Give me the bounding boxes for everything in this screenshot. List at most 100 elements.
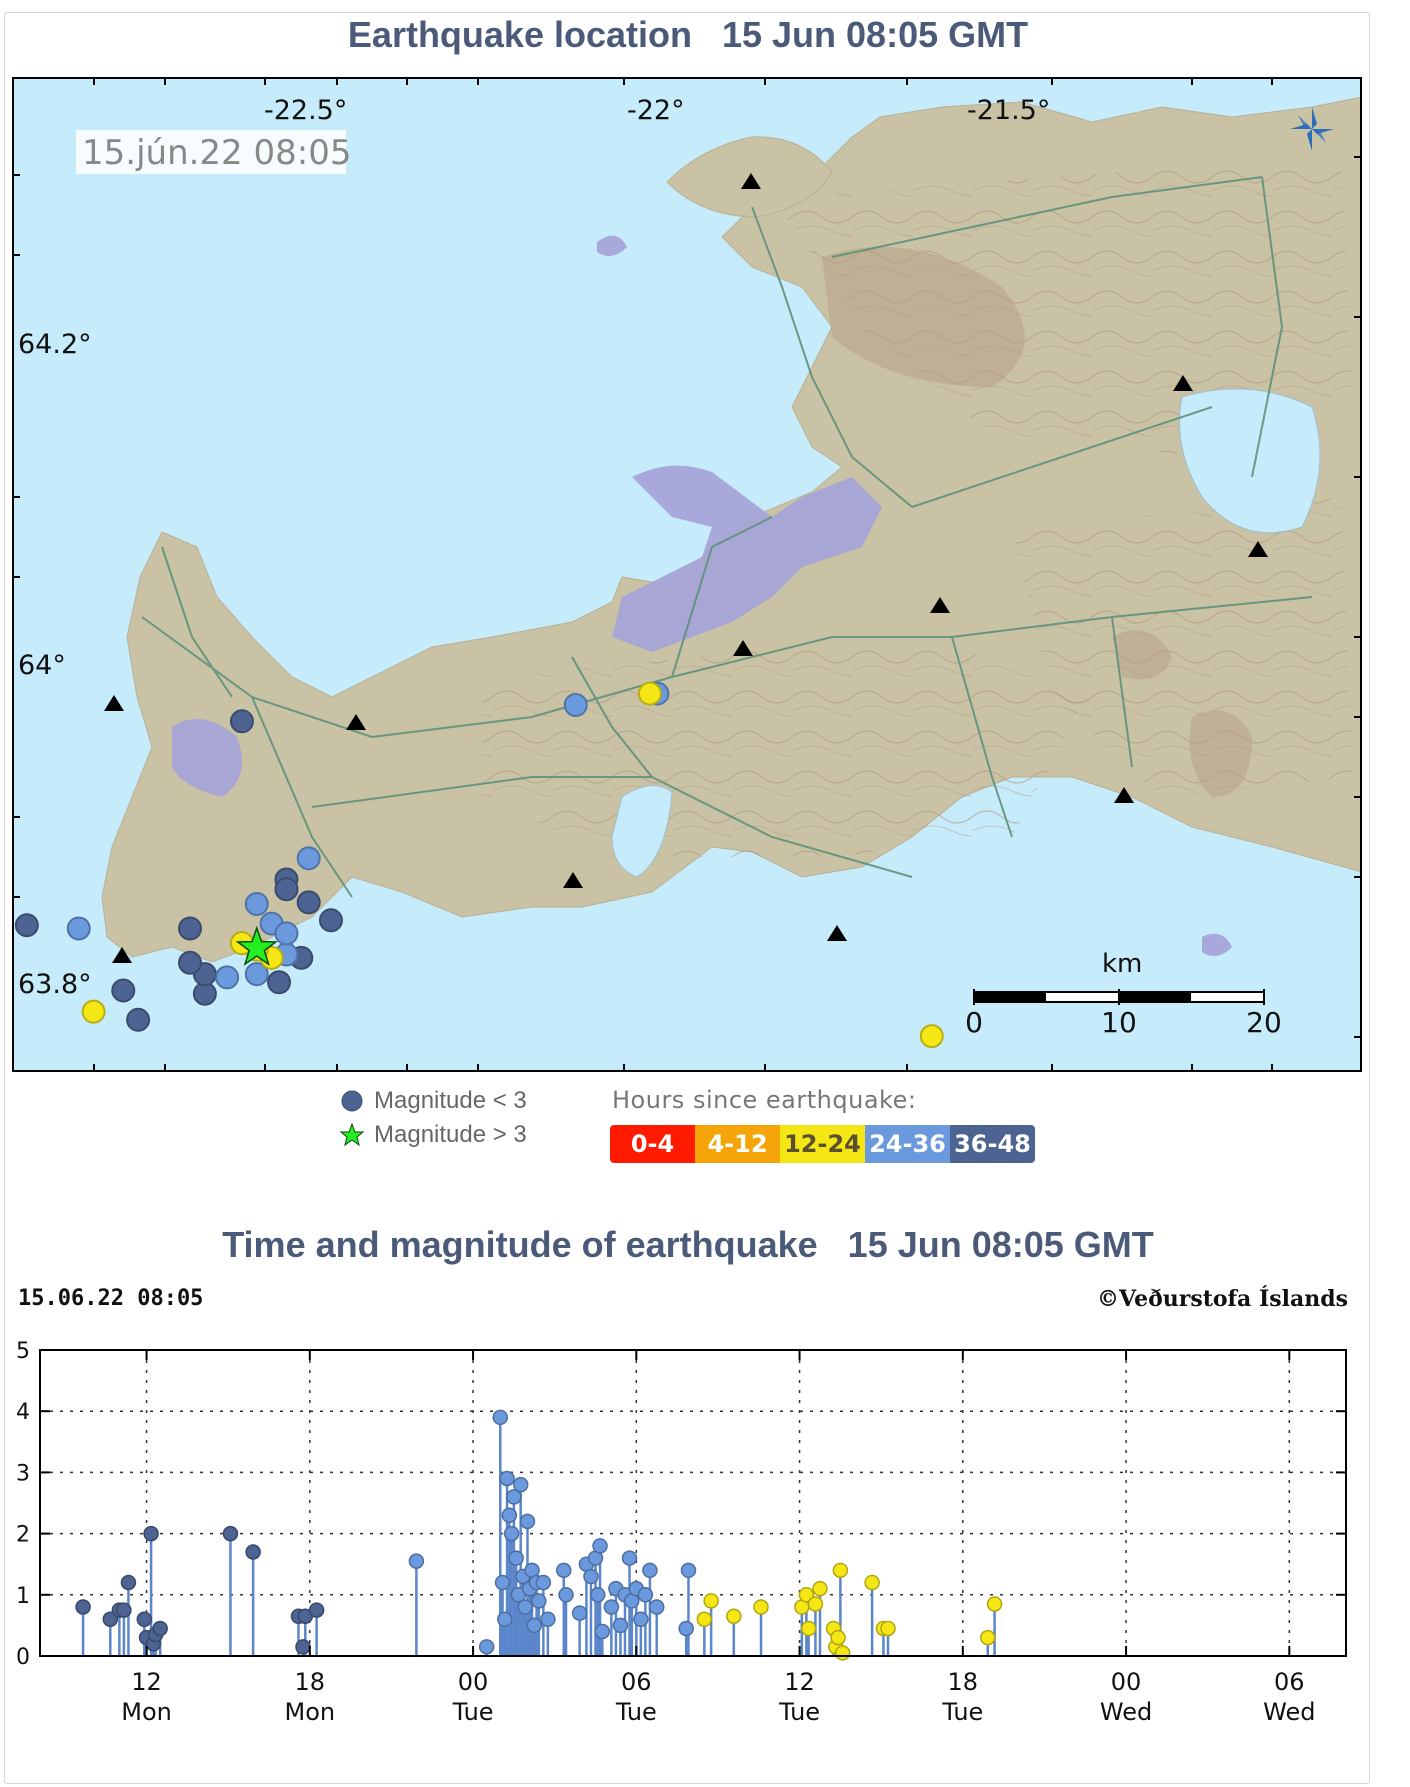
quake-point <box>834 1645 851 1661</box>
y-tick-label: 4 <box>16 1400 30 1425</box>
lon-label: -22° <box>627 95 685 126</box>
seismic-station-icon <box>563 872 583 888</box>
quake-point <box>494 1574 511 1591</box>
quake-point <box>143 1525 159 1542</box>
quake-marker <box>111 978 136 1003</box>
lon-label: -22.5° <box>264 95 347 126</box>
legend-mag-large-label: Magnitude > 3 <box>374 1121 527 1148</box>
seismic-station-icon <box>346 714 366 730</box>
quake-point <box>503 1525 520 1542</box>
quake-point <box>136 1611 153 1628</box>
seismic-station-icon <box>733 640 753 656</box>
quake-point <box>980 1629 996 1646</box>
seismic-station-icon <box>1114 787 1134 803</box>
quake-point <box>642 1562 658 1579</box>
quake-marker <box>178 916 203 941</box>
lakes <box>611 388 1321 878</box>
quake-marker <box>267 970 292 995</box>
quake-marker <box>296 846 321 871</box>
lat-label: 64° <box>18 650 66 681</box>
quake-point <box>592 1538 608 1554</box>
hours-bin-24-36: 24-36 <box>865 1125 950 1163</box>
seismic-station-icon <box>112 947 132 963</box>
hours-bin-12-24: 12-24 <box>780 1125 865 1163</box>
quake-point <box>726 1608 742 1624</box>
plot-frame <box>39 1349 1347 1657</box>
quake-point <box>308 1602 325 1618</box>
quake-point <box>506 1489 522 1505</box>
quake-marker <box>81 999 106 1024</box>
quake-point <box>558 1587 574 1603</box>
x-tick-day: Mon <box>121 1698 172 1726</box>
circle-marker-icon <box>341 1090 363 1112</box>
seismic-station-icon <box>741 173 761 189</box>
lat-label: 63.8° <box>18 969 92 1000</box>
x-tick-hour: 12 <box>131 1668 162 1696</box>
x-tick-hour: 18 <box>295 1668 326 1696</box>
hours-legend-title: Hours since earthquake: <box>612 1086 917 1114</box>
quake-point <box>535 1574 552 1591</box>
hours-bin-4-12: 4-12 <box>695 1125 780 1163</box>
quake-point <box>75 1599 91 1615</box>
quake-point <box>120 1574 137 1591</box>
quake-marker <box>229 709 254 734</box>
x-tick-hour: 12 <box>784 1668 815 1696</box>
quake-points <box>75 1409 1003 1661</box>
star-marker-icon <box>340 1123 364 1147</box>
quake-marker <box>66 916 91 941</box>
chart-grid <box>40 1350 1346 1656</box>
y-axis-ticks: 0 1 2 3 4 5 <box>16 1339 1346 1670</box>
y-tick-label: 5 <box>16 1339 30 1364</box>
seismic-station-icon <box>1173 375 1193 391</box>
seismic-station-icon <box>1248 541 1268 557</box>
quake-point <box>497 1611 513 1628</box>
seismic-stations <box>104 173 1268 963</box>
quake-point <box>512 1476 529 1493</box>
copyright-label: ©Veðurstofa Íslands <box>1097 1286 1348 1312</box>
earthquake-markers <box>14 681 944 1049</box>
quake-point <box>753 1599 769 1615</box>
quake-point <box>832 1562 849 1579</box>
quake-point <box>556 1562 572 1579</box>
quake-point <box>583 1568 599 1585</box>
quake-marker <box>919 1024 944 1049</box>
x-tick-hour: 06 <box>1274 1668 1305 1696</box>
quake-point <box>986 1596 1003 1612</box>
quake-point <box>637 1587 654 1603</box>
hours-bin-36-48: 36-48 <box>950 1125 1035 1163</box>
seismic-station-icon <box>104 695 124 711</box>
quake-marker <box>215 965 240 990</box>
quake-point <box>408 1553 425 1569</box>
quake-point <box>492 1409 509 1426</box>
timestamp-box <box>76 130 346 174</box>
quake-point <box>531 1593 547 1609</box>
y-tick-label: 1 <box>16 1584 30 1609</box>
x-tick-hour: 00 <box>1111 1668 1142 1696</box>
urban-areas <box>172 235 1232 956</box>
lat-label: 64.2° <box>18 329 92 360</box>
quake-point <box>696 1611 713 1628</box>
quake-point <box>621 1550 638 1566</box>
quake-star-marker <box>235 925 278 967</box>
quake-point <box>519 1513 536 1530</box>
road-network <box>141 176 1313 898</box>
quake-marker <box>274 921 299 946</box>
x-tick-day: Tue <box>452 1698 494 1726</box>
quake-marker <box>563 692 588 717</box>
quake-point <box>798 1587 815 1603</box>
quake-marker <box>244 962 269 987</box>
quake-point <box>116 1602 132 1618</box>
quake-point <box>633 1611 649 1628</box>
x-tick-day: Mon <box>285 1698 336 1726</box>
quake-point <box>880 1620 896 1637</box>
quake-point <box>590 1587 606 1603</box>
scale-unit: km <box>1102 949 1142 979</box>
scale-tick: 10 <box>1101 1006 1137 1039</box>
compass-rose-icon <box>1290 107 1334 151</box>
quake-point <box>612 1617 629 1634</box>
x-tick-hour: 00 <box>458 1668 489 1696</box>
x-tick-day: Tue <box>778 1698 820 1726</box>
quake-marker <box>178 950 203 975</box>
